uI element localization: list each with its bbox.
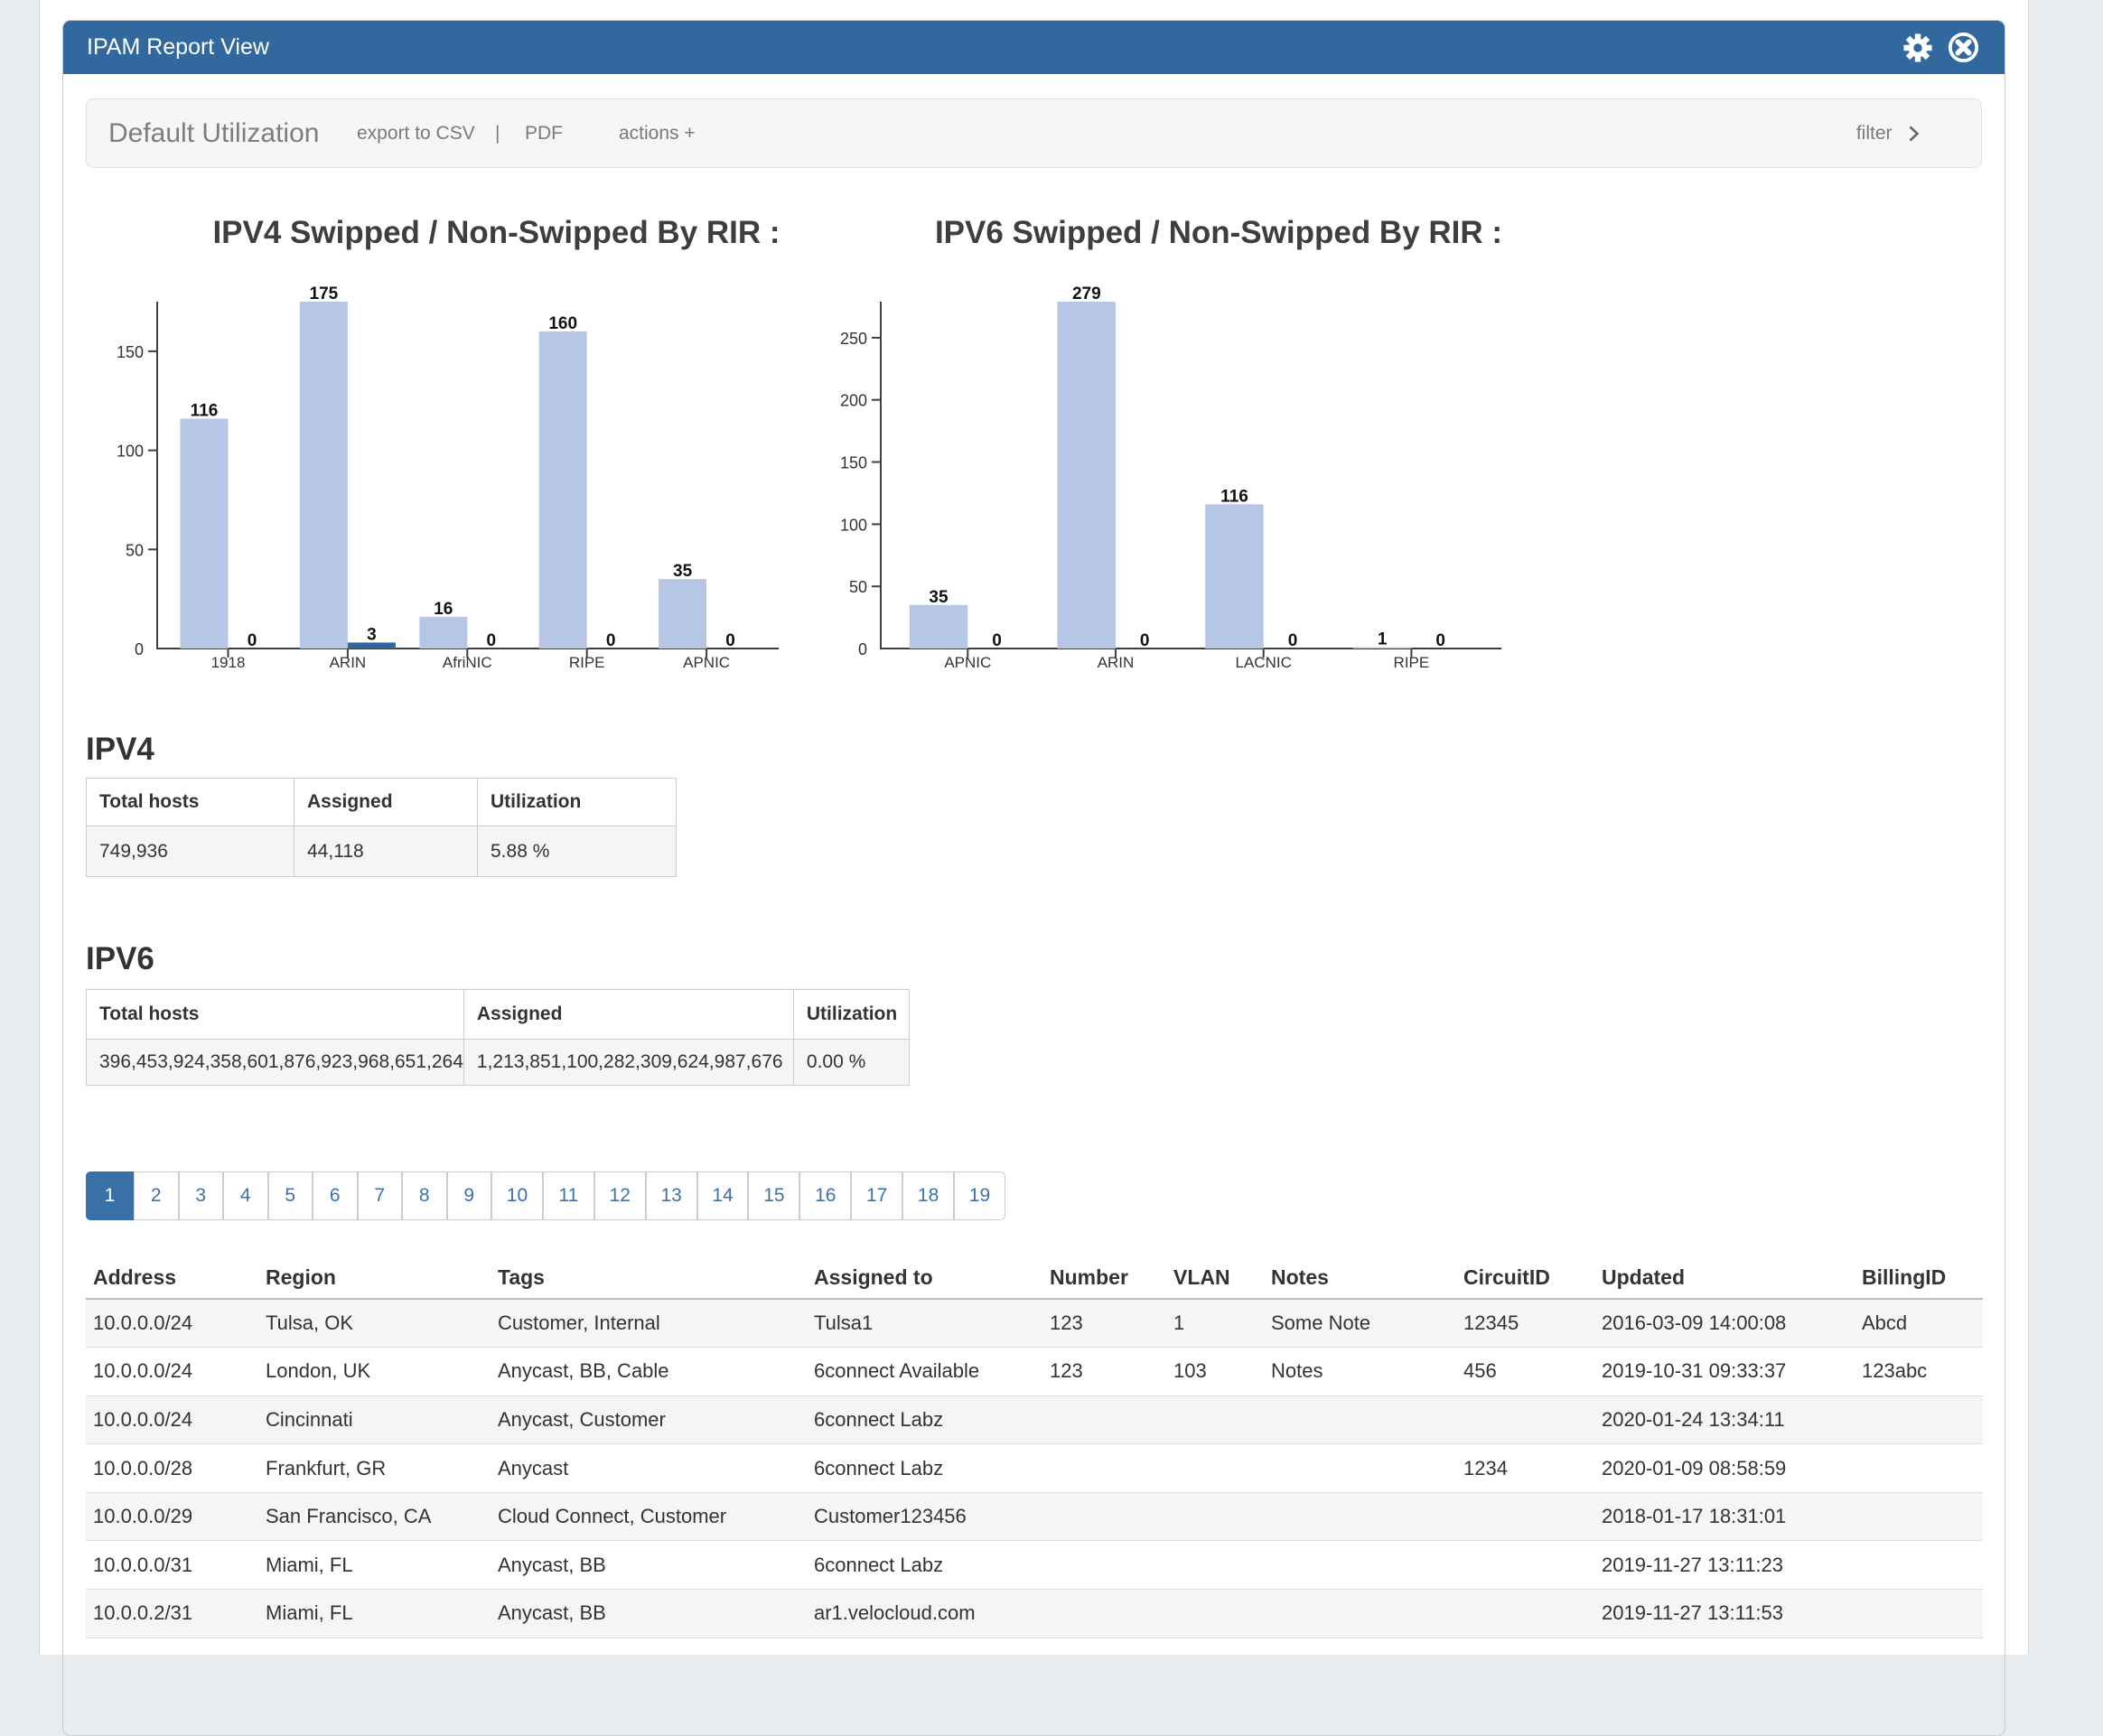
svg-text:AfriNIC: AfriNIC	[443, 654, 492, 671]
svg-text:0: 0	[858, 640, 867, 658]
svg-text:0: 0	[248, 631, 257, 650]
svg-text:0: 0	[1435, 631, 1445, 650]
svg-text:16: 16	[434, 600, 453, 619]
svg-text:RIPE: RIPE	[1394, 654, 1430, 671]
svg-text:150: 150	[840, 454, 867, 472]
svg-text:3: 3	[367, 625, 377, 644]
svg-text:0: 0	[1288, 631, 1298, 650]
svg-text:116: 116	[191, 402, 219, 421]
svg-text:279: 279	[1072, 285, 1101, 303]
svg-text:0: 0	[135, 640, 144, 658]
svg-text:APNIC: APNIC	[683, 654, 730, 671]
svg-text:116: 116	[1220, 487, 1248, 506]
svg-text:35: 35	[673, 562, 693, 581]
svg-text:IPV4 Swipped / Non-Swipped By: IPV4 Swipped / Non-Swipped By RIR :	[212, 215, 780, 250]
svg-text:160: 160	[548, 314, 577, 333]
svg-text:35: 35	[929, 588, 949, 607]
svg-text:0: 0	[725, 631, 735, 650]
svg-text:100: 100	[117, 443, 144, 461]
svg-text:1918: 1918	[211, 654, 246, 671]
svg-text:150: 150	[117, 343, 144, 361]
svg-text:IPV6 Swipped / Non-Swipped By: IPV6 Swipped / Non-Swipped By RIR :	[935, 215, 1502, 250]
svg-text:0: 0	[992, 631, 1002, 650]
svg-text:ARIN: ARIN	[330, 654, 367, 671]
svg-text:250: 250	[840, 330, 867, 348]
svg-text:0: 0	[1140, 631, 1150, 650]
svg-text:0: 0	[487, 631, 497, 650]
svg-text:APNIC: APNIC	[944, 654, 991, 671]
svg-text:RIPE: RIPE	[569, 654, 605, 671]
svg-text:1: 1	[1378, 630, 1388, 649]
svg-text:LACNIC: LACNIC	[1236, 654, 1292, 671]
svg-text:ARIN: ARIN	[1098, 654, 1135, 671]
svg-text:200: 200	[840, 392, 867, 410]
svg-text:0: 0	[606, 631, 616, 650]
svg-text:100: 100	[840, 516, 867, 534]
svg-text:175: 175	[310, 285, 339, 303]
svg-text:50: 50	[849, 578, 867, 596]
svg-text:50: 50	[126, 541, 144, 559]
